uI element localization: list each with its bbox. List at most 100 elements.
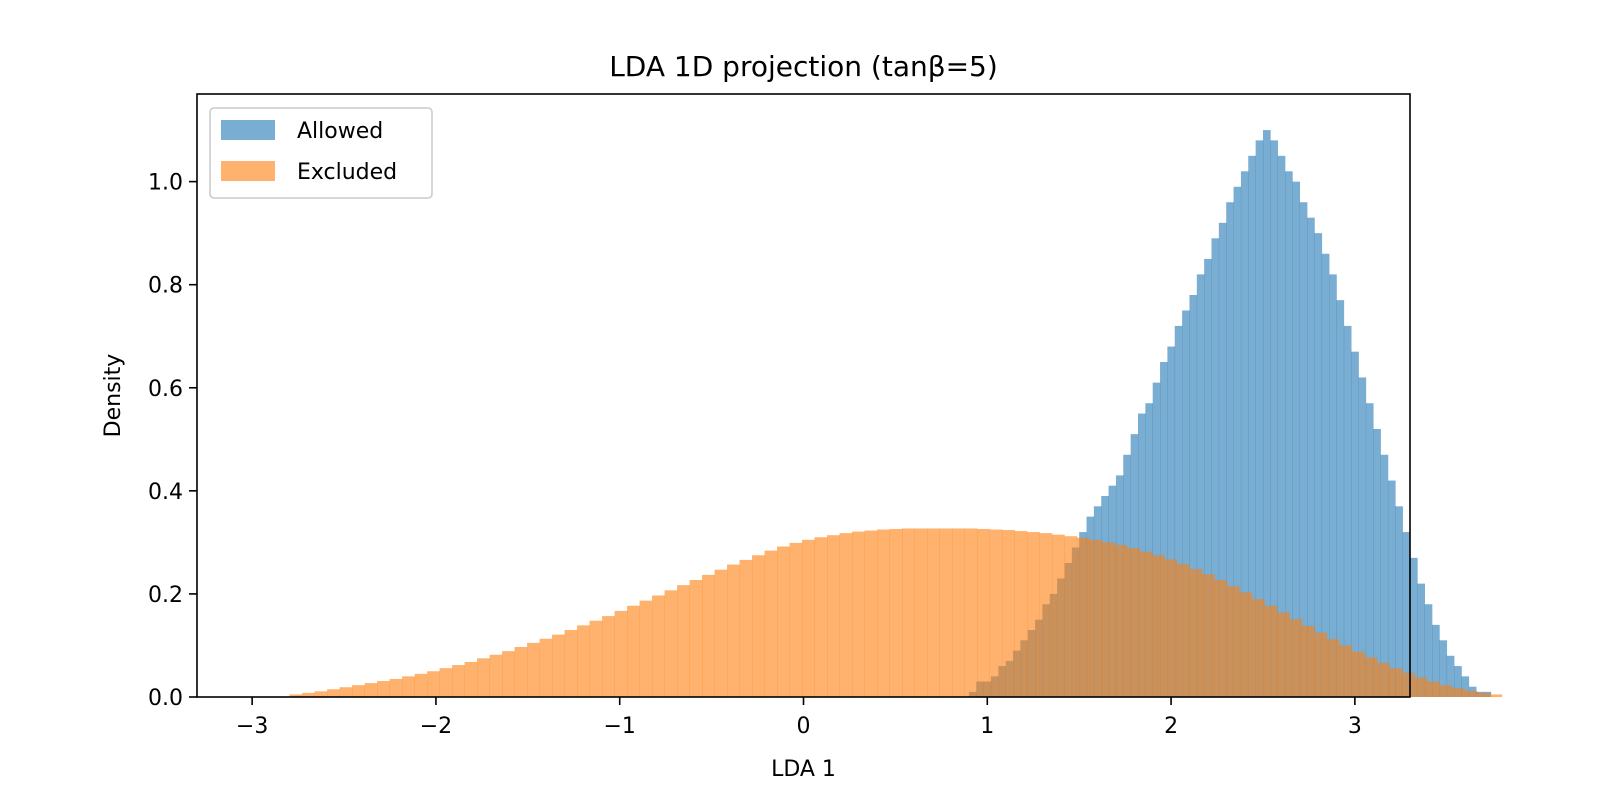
histogram-bar-excluded [1339,645,1353,697]
legend-label-allowed: Allowed [297,119,383,144]
histogram-bar-excluded [1376,662,1390,697]
histogram-bar-allowed [1292,181,1301,697]
histogram-bar-excluded [702,574,715,697]
histogram-bar-allowed [1365,403,1374,697]
histogram-bar-excluded [1264,605,1278,697]
histogram-bar-excluded [402,676,415,697]
histogram-bar-allowed [1373,429,1381,697]
histogram-bar-excluded [589,620,603,697]
series-excluded [289,528,1503,697]
histogram-bar-allowed [1233,186,1242,697]
y-axis-label: Density [101,354,126,438]
histogram-bar-allowed [1454,666,1462,697]
histogram-bar-excluded [1214,580,1228,697]
histogram-bar-excluded [1101,542,1115,697]
histogram-bar-excluded [952,528,965,697]
histogram-bar-allowed [1248,155,1256,698]
histogram-bar-allowed [1410,557,1418,697]
histogram-bar-excluded [602,616,615,697]
histogram-bar-excluded [352,685,365,697]
histogram-bar-excluded [627,605,640,697]
histogram-bar-allowed [1307,217,1315,697]
x-axis-label: LDA 1 [771,757,836,782]
histogram-bar-excluded [964,528,978,697]
histogram-bar-excluded [889,528,903,697]
histogram-bar-excluded [852,531,865,697]
x-tick-label: 3 [1348,714,1362,739]
y-axis: 0.0 0.2 0.4 0.6 0.8 1.0 [148,171,197,711]
histogram-bar-allowed [1461,676,1470,697]
histogram-bar-excluded [1414,677,1428,697]
histogram-bar-excluded [452,665,465,697]
histogram-bar-excluded [1301,625,1315,697]
histogram-bar-excluded [427,671,440,697]
histogram-bar-excluded [1089,539,1103,697]
histogram-bar-excluded [414,673,428,697]
histogram-bar-allowed [1262,130,1271,697]
histogram-bar-excluded [464,661,478,697]
histogram-bar-excluded [739,559,753,697]
histogram-bar-allowed [1446,655,1455,697]
histogram-bar-allowed [1351,351,1359,697]
histogram-bar-allowed [1270,140,1278,697]
x-tick-label: 0 [797,714,811,739]
histogram-bar-allowed [1358,377,1367,697]
y-tick-label: 0.0 [148,686,183,711]
histogram-bar-excluded [1364,657,1378,697]
histogram-bar-excluded [789,542,803,697]
histogram-bar-excluded [1051,534,1065,697]
histogram-bar-excluded [502,651,515,697]
histogram-bar-excluded [714,569,728,697]
histogram-bar-allowed [1189,295,1198,697]
histogram-bar-excluded [1001,530,1015,697]
histogram-bar-excluded [814,537,828,697]
histogram-bar-excluded [1151,555,1165,697]
histogram-bar-excluded [1114,544,1128,697]
histogram-bar-allowed [1314,233,1323,697]
histogram-bar-allowed [1160,362,1168,697]
histogram-bar-excluded [764,550,778,697]
histogram-bar-allowed [1204,258,1212,697]
histogram-bar-excluded [777,546,790,697]
histogram-bar-allowed [1211,238,1220,697]
histogram-bar-excluded [902,528,915,697]
histogram-bar-excluded [1064,536,1078,697]
histogram-bar-allowed [1152,382,1161,697]
y-tick-label: 0.4 [148,480,183,505]
histogram-bar-excluded [1276,612,1290,697]
histogram-bar-allowed [1329,274,1337,697]
x-tick-label: 1 [980,714,994,739]
histogram-bar-excluded [689,580,703,697]
histogram-bar-excluded [1464,690,1478,697]
histogram-bar-allowed [1387,480,1396,697]
histogram-bar-allowed [1218,222,1227,697]
histogram-bar-allowed [1321,253,1330,697]
histogram-bar-allowed [1182,310,1190,697]
histogram-bar-excluded [339,687,353,697]
histogram-bar-excluded [1176,564,1190,697]
histogram-bar-excluded [1401,672,1415,697]
histogram-bar-excluded [939,528,953,697]
histogram-bar-excluded [614,610,628,697]
histogram-bar-excluded [864,530,878,697]
histogram-bar-allowed [1255,140,1264,697]
histogram-bar-excluded [1251,599,1265,697]
histogram-bar-allowed [1174,325,1183,697]
histogram-bar-excluded [1351,651,1365,697]
histogram-bar-excluded [289,694,303,697]
histogram-bar-excluded [439,668,453,697]
chart-title: LDA 1D projection (tanβ=5) [609,50,998,83]
histogram-bar-allowed [1417,583,1425,697]
histogram-bar-excluded [664,590,678,697]
histogram-bar-excluded [489,654,503,697]
histogram-bar-excluded [1314,632,1328,697]
histogram-bar-excluded [1126,548,1140,697]
histogram-bar-excluded [989,529,1003,697]
x-tick-label: −3 [236,714,268,739]
legend-label-excluded: Excluded [297,160,397,185]
histogram-bar-allowed [1439,640,1448,697]
histogram-bar-excluded [364,683,378,697]
histogram-bar-allowed [1299,202,1308,698]
y-tick-label: 0.8 [148,274,183,299]
histogram-bar-excluded [477,658,490,697]
